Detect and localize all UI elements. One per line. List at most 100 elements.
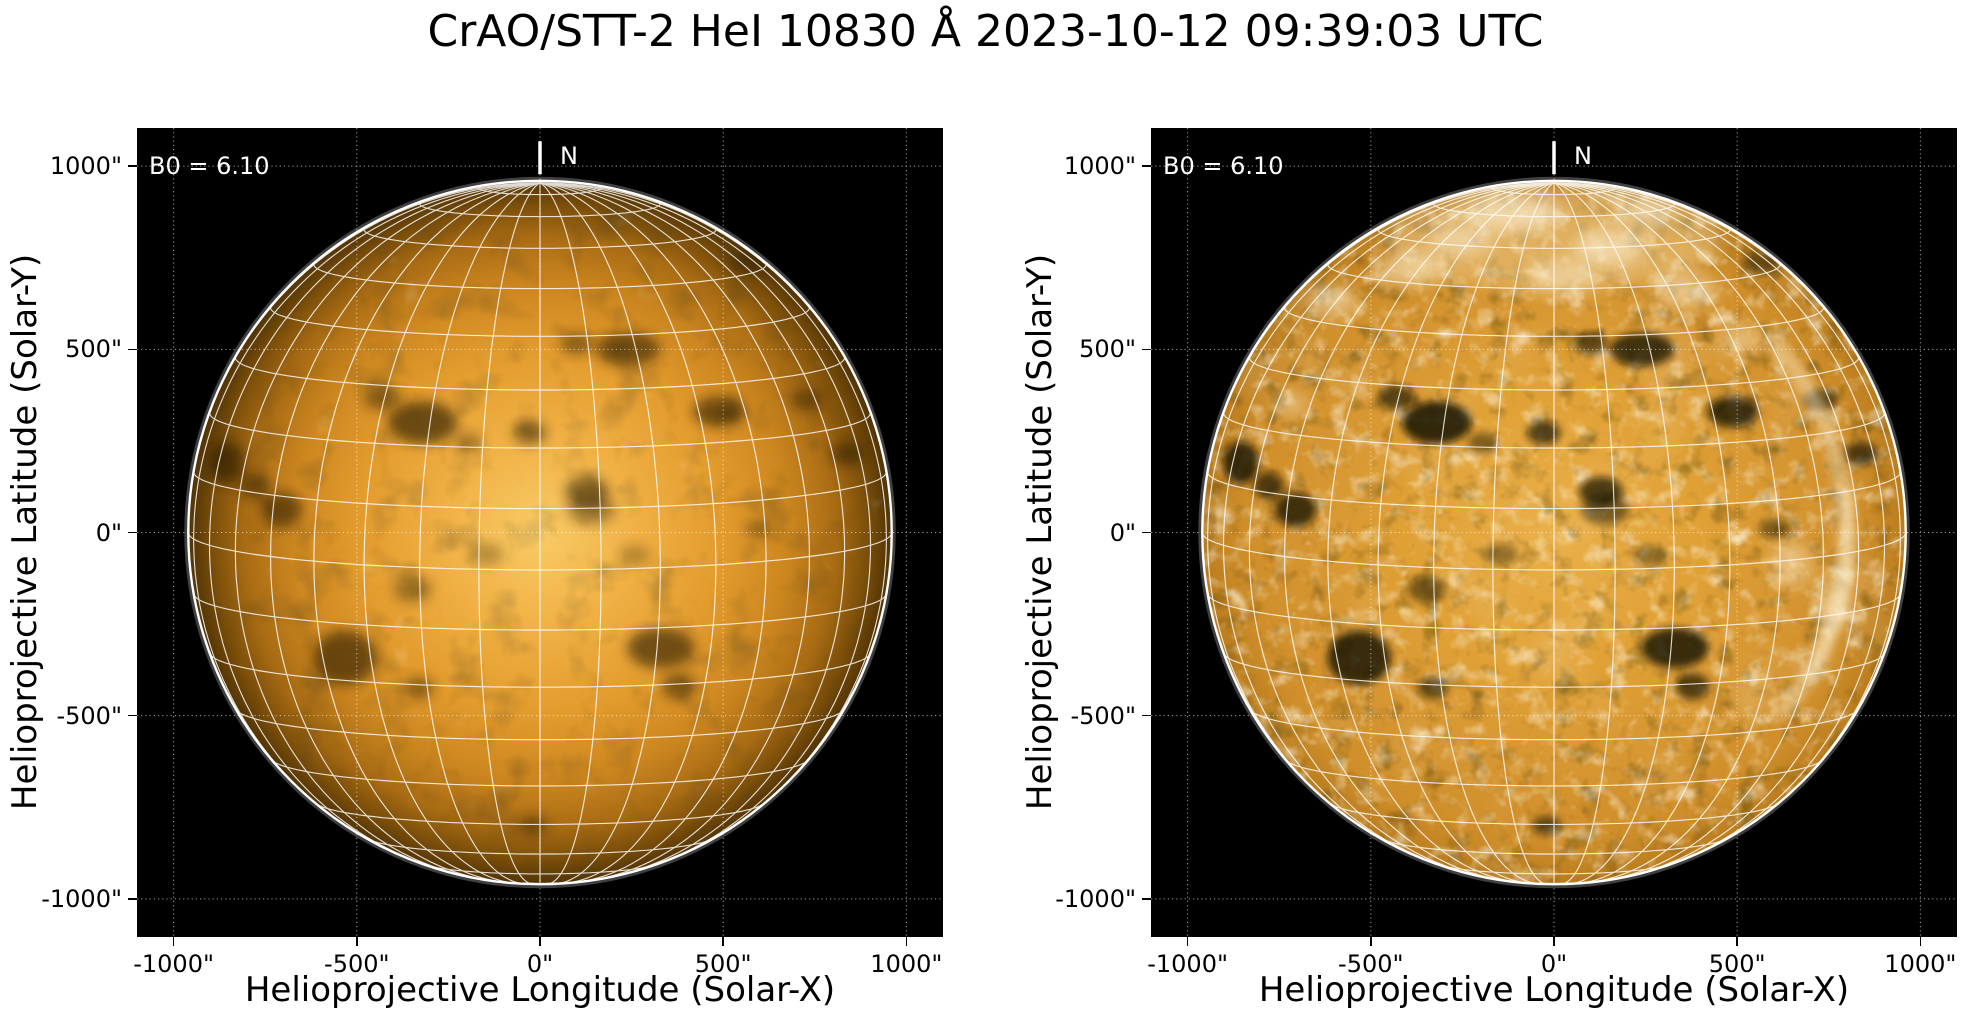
bright-plage-region xyxy=(1427,225,1494,255)
dark-filament-region xyxy=(403,676,435,699)
helio-parallel xyxy=(366,838,714,855)
helio-parallel xyxy=(208,410,872,449)
bright-plage-region xyxy=(1772,540,1811,587)
helio-meridian xyxy=(539,182,717,885)
b0-annotation: B0 = 6.10 xyxy=(1163,152,1284,180)
helio-parallel xyxy=(1433,199,1675,218)
dark-filament-region xyxy=(789,388,824,411)
helio-meridian xyxy=(208,182,541,870)
y-tick-label: 1000" xyxy=(1063,152,1136,181)
dark-filament-region xyxy=(1532,816,1562,836)
helio-parallel xyxy=(187,531,893,571)
helio-parallel xyxy=(234,355,846,391)
dark-filament-region xyxy=(1526,421,1561,445)
x-tick-mark xyxy=(1919,937,1922,946)
solar-image-enhanced: B0 = 6.10 N xyxy=(1151,128,1957,937)
helio-meridian xyxy=(1553,182,1781,883)
dark-filament-region xyxy=(1641,627,1709,669)
helio-parallel xyxy=(1492,183,1616,196)
west-limb-bright-arc xyxy=(1804,487,1854,685)
y-tick-mark xyxy=(128,531,137,534)
x-tick-label: 0" xyxy=(1540,950,1568,978)
dark-filament-region xyxy=(627,627,695,669)
dark-filament-region xyxy=(1741,252,1781,275)
dark-filament-region xyxy=(1327,630,1391,685)
dark-filament-region xyxy=(512,421,547,445)
y-tick-label: -500" xyxy=(1070,701,1136,730)
y-tick-label: 500" xyxy=(65,335,122,364)
north-label: N xyxy=(560,142,578,170)
dark-filament-region xyxy=(1609,332,1675,367)
yaxis-label-right: Helioprojective Latitude (Solar-Y) xyxy=(1020,253,1060,811)
dark-filament-region xyxy=(559,332,594,355)
y-tick-label: -500" xyxy=(56,701,122,730)
bright-plage-region xyxy=(1528,259,1595,293)
helio-parallel xyxy=(1285,759,1823,787)
solar-limb xyxy=(187,179,893,886)
dark-filament-region xyxy=(470,543,504,566)
helio-meridian xyxy=(1553,182,1860,878)
dark-filament-region xyxy=(1484,543,1518,566)
dark-filament-region xyxy=(567,495,616,525)
y-tick-mark xyxy=(128,165,137,167)
dark-filament-region xyxy=(239,472,269,499)
helio-meridian xyxy=(419,182,541,885)
helio-meridian xyxy=(1553,182,1616,885)
helio-meridian xyxy=(478,182,541,885)
helio-meridian xyxy=(270,182,541,882)
panel-enhanced: B0 = 6.10 N -1000" -500" 0" 500" 1000" -1000" -5… xyxy=(1055,128,1957,978)
dark-filament-region xyxy=(693,396,745,427)
dark-filament-region xyxy=(453,432,484,453)
helio-meridian xyxy=(539,182,887,835)
helio-meridian xyxy=(363,182,541,885)
dark-filament-region xyxy=(830,442,864,466)
helio-parallel xyxy=(271,759,809,787)
dark-filament-region xyxy=(1759,519,1789,539)
x-tick-mark xyxy=(1370,937,1372,946)
dark-filament-region xyxy=(1844,442,1878,466)
heliographic-grid xyxy=(187,182,893,885)
x-tick-label: -1000" xyxy=(1147,950,1229,978)
limb-glow xyxy=(1198,176,1910,889)
dark-filament-region xyxy=(393,576,432,603)
yaxis-label-left: Helioprojective Latitude (Solar-Y) xyxy=(5,253,45,811)
x-tick-label: 1000" xyxy=(1884,950,1957,978)
helio-meridian xyxy=(539,182,661,885)
x-tick-mark xyxy=(905,937,908,946)
x-tick-mark xyxy=(1186,937,1189,946)
x-tick-label: 1000" xyxy=(870,950,943,978)
helio-parallel xyxy=(193,470,887,510)
north-label: N xyxy=(1574,142,1592,170)
dark-filament-region xyxy=(1223,441,1259,485)
helio-parallel xyxy=(1329,802,1779,825)
dark-filament-region xyxy=(1573,332,1608,355)
helio-parallel xyxy=(193,593,887,631)
dark-filament-region xyxy=(727,252,767,275)
dark-filament-region xyxy=(619,544,650,566)
helio-parallel xyxy=(478,183,602,196)
solar-limb xyxy=(1201,179,1907,886)
helio-meridian xyxy=(1553,182,1731,885)
panel-raw: B0 = 6.10 N -1000" -500" 0" 500" 1000" -1000" -5… xyxy=(41,128,943,978)
xaxis-label-left: Helioprojective Longitude (Solar-X) xyxy=(244,970,836,1010)
y-tick-mark xyxy=(1142,714,1151,717)
helio-meridian xyxy=(539,182,846,878)
helio-meridian xyxy=(313,182,541,883)
dark-filament-region xyxy=(1378,385,1415,411)
helio-meridian xyxy=(1207,182,1555,835)
dark-filament-region xyxy=(1407,576,1446,603)
dark-filament-region xyxy=(1275,492,1317,528)
dark-filament-region xyxy=(1467,432,1498,453)
bright-plage-region xyxy=(1273,391,1309,417)
y-tick-mark xyxy=(128,898,137,900)
helio-parallel xyxy=(1327,260,1781,290)
helio-meridian xyxy=(1284,182,1555,882)
dark-filament-region xyxy=(1707,396,1759,427)
dark-filament-region xyxy=(364,385,401,411)
helio-meridian xyxy=(1492,182,1555,885)
y-tick-mark xyxy=(1142,898,1151,900)
dark-filament-region xyxy=(387,401,458,444)
helio-meridian xyxy=(1327,182,1555,883)
helio-parallel xyxy=(1222,410,1886,449)
